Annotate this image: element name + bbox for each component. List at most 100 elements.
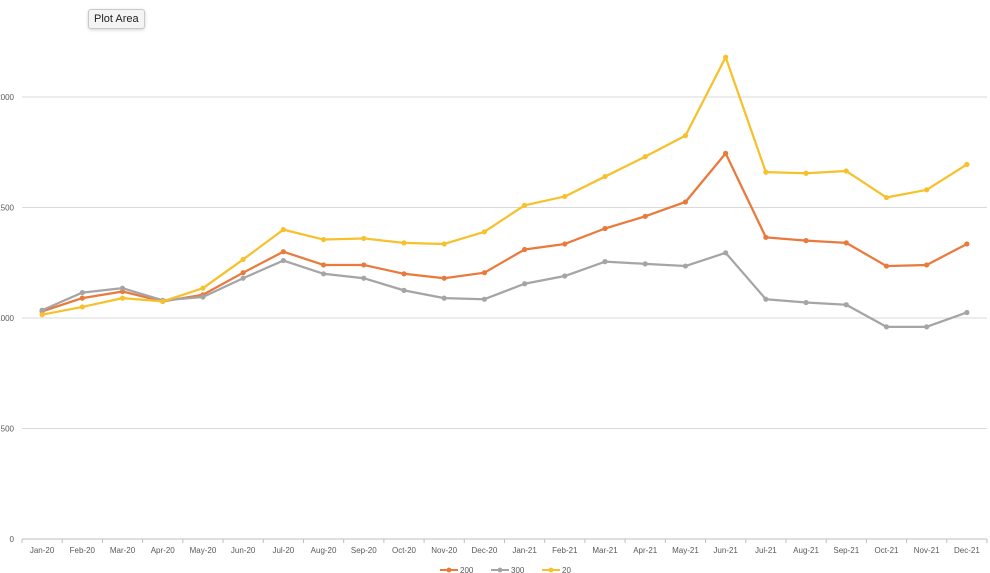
data-point [522, 281, 528, 287]
data-point [763, 169, 769, 175]
x-tick-label: Jul-21 [755, 546, 777, 555]
data-point [843, 240, 849, 246]
data-point [763, 296, 769, 302]
data-point [280, 227, 286, 233]
data-point [924, 187, 930, 193]
x-tick-label: Jun-20 [231, 546, 256, 555]
data-point [320, 236, 327, 243]
data-point [441, 275, 447, 281]
data-point [280, 257, 286, 264]
x-tick-label: Sep-21 [833, 546, 859, 555]
data-point [642, 261, 648, 267]
data-point [642, 213, 648, 219]
data-point [200, 285, 206, 291]
x-tick-label: Aug-20 [311, 546, 337, 555]
x-tick-label: Apr-21 [633, 546, 658, 555]
data-point [602, 173, 608, 180]
data-point [200, 294, 206, 300]
x-tick-label: Oct-20 [392, 546, 417, 555]
data-point [763, 234, 769, 240]
data-point [79, 304, 85, 310]
x-tick-label: Apr-20 [151, 546, 176, 555]
y-axis-tick-labels: 0 500 1000 1500 2000 [0, 93, 15, 544]
x-tick-label: Feb-20 [70, 546, 96, 555]
data-point [79, 295, 85, 301]
data-point [803, 238, 809, 244]
data-point [602, 225, 608, 232]
series-line [40, 56, 969, 316]
x-axis [21, 538, 988, 543]
legend-item: 200 [440, 566, 474, 573]
data-point [964, 161, 970, 168]
data-point [924, 324, 930, 330]
legend-item: 300 [491, 566, 525, 573]
data-point [240, 270, 246, 276]
data-point [481, 270, 487, 276]
x-tick-label: Aug-21 [793, 546, 819, 555]
data-point [119, 285, 126, 291]
data-point [562, 241, 568, 247]
x-tick-label: Feb-21 [552, 546, 578, 555]
x-tick-label: Mar-21 [592, 546, 618, 555]
series-lines [39, 54, 970, 330]
x-tick-label: May-20 [190, 546, 217, 555]
x-tick-label: May-21 [672, 546, 699, 555]
data-point [843, 302, 849, 308]
series-200 [39, 150, 970, 314]
data-point [441, 295, 447, 301]
data-point [883, 194, 890, 201]
x-tick-label: Nov-21 [914, 546, 940, 555]
data-point [522, 202, 528, 208]
data-point [481, 229, 487, 235]
data-point [682, 263, 689, 269]
data-point [843, 168, 849, 174]
data-point [481, 296, 487, 302]
legend-swatch-marker [497, 567, 503, 573]
series-300 [39, 250, 970, 330]
y-tick-label: 1500 [0, 204, 15, 213]
data-point [602, 259, 608, 265]
data-point [522, 246, 528, 253]
legend-label: 20 [562, 566, 571, 573]
series-line [40, 251, 969, 328]
data-point [562, 193, 568, 200]
data-point [964, 241, 970, 247]
x-tick-label: Oct-21 [874, 546, 899, 555]
data-point [803, 170, 809, 176]
data-point [964, 309, 970, 316]
data-point [160, 298, 166, 305]
data-point [401, 271, 407, 277]
data-point [642, 154, 648, 160]
data-point [723, 250, 729, 256]
x-axis-tick-labels: Jan-20 Feb-20 Mar-20 Apr-20 May-20 Jun-20 Jul-… [30, 546, 980, 555]
legend-label: 200 [460, 566, 474, 573]
data-point [682, 133, 689, 139]
x-tick-label: Sep-20 [351, 546, 377, 555]
data-point [401, 240, 407, 246]
legend-label: 300 [511, 566, 525, 573]
data-point [441, 241, 447, 247]
data-point [723, 54, 729, 60]
y-tick-label: 500 [1, 425, 15, 434]
series-20 [39, 54, 970, 318]
y-tick-label: 0 [10, 535, 15, 544]
x-tick-label: Jul-20 [272, 546, 294, 555]
data-point [723, 150, 729, 156]
x-tick-label: Dec-20 [471, 546, 497, 555]
data-point [803, 299, 809, 306]
data-point [240, 275, 246, 281]
data-point [361, 235, 367, 242]
legend: 200 300 20 [440, 566, 571, 573]
data-point [924, 262, 930, 268]
data-point [401, 287, 407, 293]
x-tick-label: Dec-21 [954, 546, 980, 555]
y-tick-label: 2000 [0, 93, 15, 102]
x-tick-label: Jan-20 [30, 546, 55, 555]
data-point [320, 271, 327, 277]
data-point [280, 249, 286, 255]
legend-swatch-marker [446, 567, 452, 573]
data-point [240, 256, 246, 263]
data-point [682, 199, 689, 205]
data-point [883, 324, 890, 330]
